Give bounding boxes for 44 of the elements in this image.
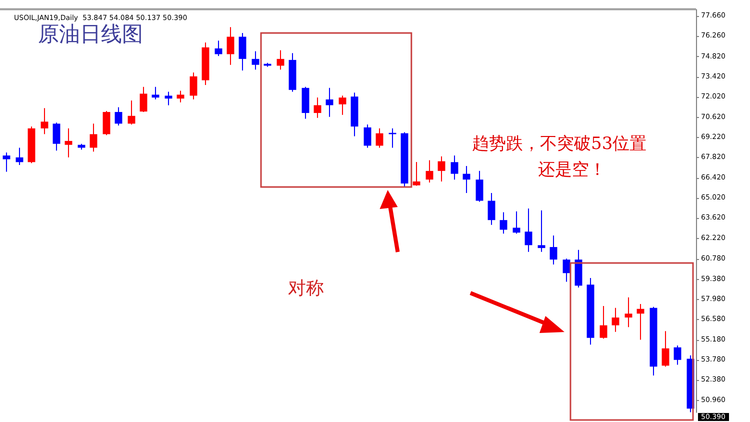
candlestick — [426, 160, 434, 183]
candlestick — [412, 161, 420, 186]
candlestick — [612, 307, 620, 332]
candlestick — [624, 296, 632, 328]
candlestick — [176, 90, 184, 103]
candlestick — [462, 166, 470, 194]
candlestick — [538, 210, 546, 252]
candlestick — [326, 87, 334, 118]
candlestick — [40, 108, 48, 135]
candlestick — [438, 156, 446, 182]
candlestick — [600, 305, 608, 340]
candlestick — [102, 110, 110, 136]
candlestick — [252, 50, 260, 70]
candlestick — [512, 210, 520, 234]
candlestick — [662, 330, 670, 368]
annotation: 还是空！ — [538, 159, 606, 181]
candlestick — [114, 106, 122, 126]
candlestick — [314, 97, 322, 118]
candlestick — [214, 40, 222, 57]
candlestick — [488, 192, 496, 226]
annotation: 对称 — [288, 277, 324, 300]
candlestick — [190, 72, 198, 100]
candlestick — [226, 26, 234, 66]
candlestick — [524, 208, 532, 252]
candlestick — [90, 123, 98, 152]
candlestick — [152, 86, 160, 100]
annotation: 趋势跌，不突破53位置 — [472, 133, 647, 155]
candlestick — [450, 155, 458, 180]
candlestick — [2, 152, 10, 172]
candlestick — [64, 128, 72, 158]
candlestick — [364, 124, 372, 148]
candlestick — [164, 91, 172, 106]
candlestick — [128, 100, 136, 126]
candlestick — [550, 235, 558, 265]
candlestick — [674, 344, 682, 366]
candlestick — [476, 170, 484, 202]
candlestick — [238, 32, 246, 71]
candlestick — [338, 95, 346, 116]
candlestick — [52, 122, 60, 152]
candlestick — [276, 50, 284, 70]
candlestick — [500, 212, 508, 234]
annotation: 原油日线图 — [38, 22, 143, 48]
candlestick — [376, 128, 384, 148]
candlestick — [140, 86, 148, 112]
